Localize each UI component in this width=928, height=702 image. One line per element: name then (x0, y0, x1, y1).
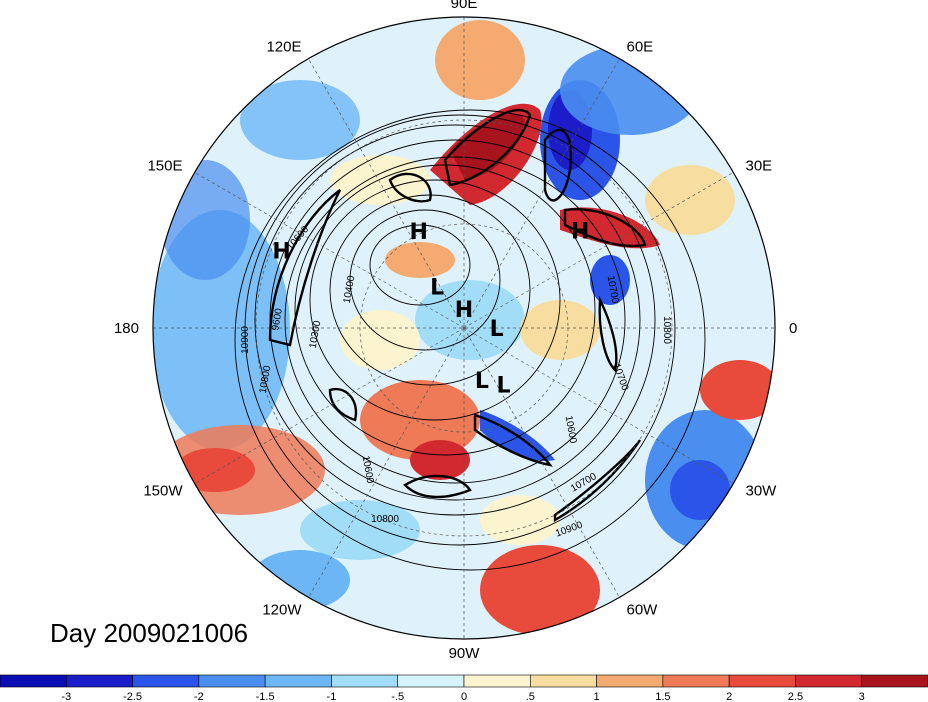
low-pressure-marker: L (490, 317, 504, 342)
graticule (153, 17, 775, 639)
longitude-label: 30E (746, 158, 773, 175)
colorbar-tick-label: 1.5 (655, 691, 670, 702)
contour-label: 10700 (605, 275, 621, 305)
colorbar-tick-label: -3 (61, 691, 71, 702)
contour-label: 10800 (371, 514, 399, 525)
high-pressure-marker: H (272, 240, 290, 265)
colorbar-tick-label: 2.5 (788, 691, 803, 702)
colorbar-swatch (397, 674, 465, 688)
contour-label: 10600 (360, 455, 376, 485)
high-pressure-marker: H (409, 220, 427, 245)
high-pressure-marker: H (571, 220, 589, 245)
longitude-label: 120E (266, 39, 301, 56)
colorbar-tick-labels: -3 -2.5 -2 -1.5 -1 -.5 0 .5 1 1.5 2 2.5 3 (61, 691, 864, 702)
longitude-labels: 90E 60E 30E 0 30W 60W 90W 120W 150W 180 150E 120E (114, 0, 797, 660)
colorbar: -3 -2.5 -2 -1.5 -1 -.5 0 .5 1 1.5 2 2.5 3 (0, 674, 928, 702)
colorbar-swatch (861, 674, 928, 688)
colorbar-swatch (795, 674, 863, 688)
low-pressure-marker: L (496, 374, 510, 399)
colorbar-boxes (0, 674, 928, 688)
contour-label: 10400 (342, 274, 358, 304)
high-pressure-marker: H (455, 298, 473, 323)
low-pressure-marker: L (430, 276, 444, 301)
colorbar-tick-label: -1 (327, 691, 337, 702)
colorbar-swatch (264, 674, 332, 688)
longitude-label: 120W (262, 602, 302, 619)
longitude-label: 0 (789, 320, 797, 337)
colorbar-swatch (132, 674, 200, 688)
colorbar-swatch (331, 674, 399, 688)
longitude-label: 180 (114, 320, 139, 337)
contour-label: 10800 (258, 364, 274, 394)
longitude-label: 150W (143, 483, 183, 500)
date-label: Day 2009021006 (50, 618, 249, 648)
colorbar-swatch (662, 674, 730, 688)
colorbar-swatch (596, 674, 664, 688)
longitude-label: 30W (746, 483, 778, 500)
longitude-label: 90W (449, 645, 481, 660)
colorbar-swatch (463, 674, 531, 688)
jet-contours (268, 108, 647, 523)
colorbar-tick-label: 3 (859, 691, 865, 702)
colorbar-tick-label: -.5 (391, 691, 404, 702)
colorbar-swatch (198, 674, 266, 688)
low-pressure-marker: L (475, 369, 489, 394)
longitude-label: 60W (627, 602, 659, 619)
longitude-label: 150E (147, 158, 182, 175)
colorbar-swatch (0, 674, 67, 688)
contour-label: 10300 (308, 319, 324, 349)
colorbar-tick-label: -2.5 (123, 691, 142, 702)
contour-label: 9600 (270, 307, 285, 331)
colorbar-tick-label: 1 (594, 691, 600, 702)
colorbar-swatch (65, 674, 133, 688)
contour-label: 10800 (661, 316, 672, 344)
contour-label: 10600 (563, 415, 579, 445)
colorbar-tick-label: 0 (461, 691, 467, 702)
colorbar-tick-label: -1.5 (256, 691, 275, 702)
longitude-label: 90E (451, 0, 478, 12)
longitude-label: 60E (627, 39, 654, 56)
colorbar-tick-label: 2 (726, 691, 732, 702)
colorbar-swatch (529, 674, 597, 688)
colorbar-tick-label: -2 (194, 691, 204, 702)
colorbar-tick-label: .5 (526, 691, 535, 702)
contour-label: 10900 (240, 326, 251, 354)
map-frame (152, 16, 776, 640)
colorbar-swatch (728, 674, 796, 688)
